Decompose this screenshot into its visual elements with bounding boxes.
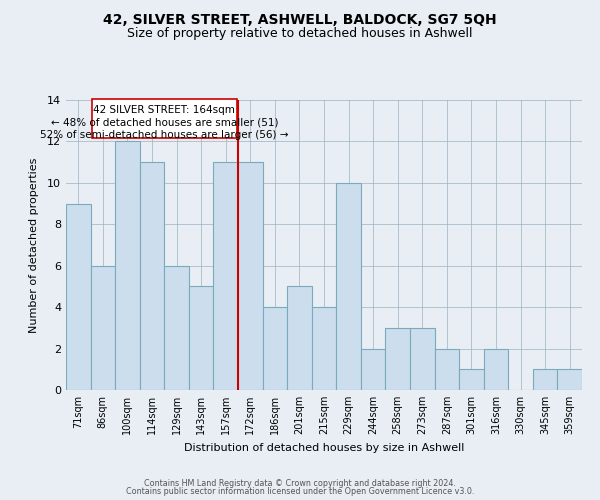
Y-axis label: Number of detached properties: Number of detached properties <box>29 158 38 332</box>
Text: Contains public sector information licensed under the Open Government Licence v3: Contains public sector information licen… <box>126 487 474 496</box>
Bar <box>189 286 214 390</box>
X-axis label: Distribution of detached houses by size in Ashwell: Distribution of detached houses by size … <box>184 442 464 452</box>
Text: Size of property relative to detached houses in Ashwell: Size of property relative to detached ho… <box>127 28 473 40</box>
Bar <box>459 370 484 390</box>
Bar <box>66 204 91 390</box>
Text: 42, SILVER STREET, ASHWELL, BALDOCK, SG7 5QH: 42, SILVER STREET, ASHWELL, BALDOCK, SG7… <box>103 12 497 26</box>
Bar <box>263 307 287 390</box>
FancyBboxPatch shape <box>92 99 237 138</box>
Bar <box>361 348 385 390</box>
Text: Contains HM Land Registry data © Crown copyright and database right 2024.: Contains HM Land Registry data © Crown c… <box>144 478 456 488</box>
Bar <box>484 348 508 390</box>
Text: ← 48% of detached houses are smaller (51): ← 48% of detached houses are smaller (51… <box>50 118 278 128</box>
Text: 52% of semi-detached houses are larger (56) →: 52% of semi-detached houses are larger (… <box>40 130 289 140</box>
Bar <box>238 162 263 390</box>
Bar <box>287 286 312 390</box>
Bar <box>557 370 582 390</box>
Text: 42 SILVER STREET: 164sqm: 42 SILVER STREET: 164sqm <box>94 105 235 115</box>
Bar <box>91 266 115 390</box>
Bar <box>336 183 361 390</box>
Bar <box>434 348 459 390</box>
Bar <box>312 307 336 390</box>
Bar <box>115 142 140 390</box>
Bar <box>533 370 557 390</box>
Bar <box>214 162 238 390</box>
Bar <box>140 162 164 390</box>
Bar <box>410 328 434 390</box>
Bar <box>385 328 410 390</box>
Bar <box>164 266 189 390</box>
